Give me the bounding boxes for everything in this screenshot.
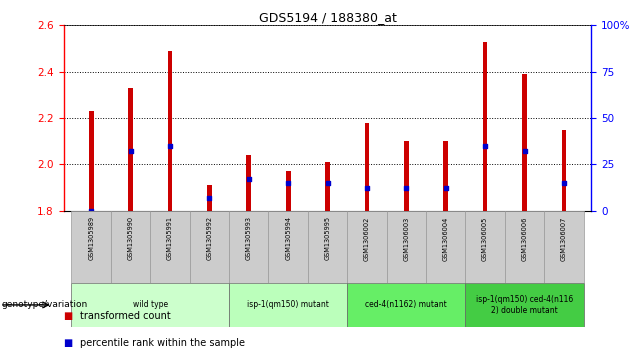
Bar (150, 211, 190, 283)
Bar (268, 211, 308, 283)
Point (204, 195, 214, 200)
Point (244, 176, 254, 182)
Bar (207, 185, 212, 211)
Bar (71, 211, 111, 283)
Point (86, 208, 96, 213)
Bar (347, 211, 387, 283)
Text: GSM1305991: GSM1305991 (167, 216, 173, 260)
Bar (443, 141, 448, 211)
Bar (466, 211, 505, 283)
Text: GSM1306004: GSM1306004 (443, 216, 449, 261)
Point (125, 148, 135, 154)
Text: GSM1306005: GSM1306005 (482, 216, 488, 261)
Title: GDS5194 / 188380_at: GDS5194 / 188380_at (259, 11, 396, 24)
Text: GSM1305994: GSM1305994 (285, 216, 291, 261)
Text: ced-4(n1162) mutant: ced-4(n1162) mutant (366, 301, 447, 309)
Bar (89, 111, 93, 211)
Bar (286, 171, 291, 211)
Bar (229, 283, 347, 327)
Bar (466, 283, 584, 327)
Text: ■: ■ (64, 338, 73, 348)
Point (165, 143, 175, 148)
Point (401, 185, 411, 191)
Point (362, 185, 372, 191)
Bar (387, 211, 426, 283)
Text: GSM1306002: GSM1306002 (364, 216, 370, 261)
Bar (190, 211, 229, 283)
Text: GSM1305995: GSM1305995 (324, 216, 331, 261)
Bar (229, 211, 268, 283)
Bar (483, 42, 487, 211)
Text: GSM1306006: GSM1306006 (522, 216, 527, 261)
Bar (325, 162, 330, 211)
Bar (364, 123, 370, 211)
Bar (308, 211, 347, 283)
Text: GSM1305993: GSM1305993 (245, 216, 252, 260)
Bar (347, 283, 466, 327)
Bar (505, 211, 544, 283)
Text: transformed count: transformed count (80, 311, 170, 321)
Text: GSM1306003: GSM1306003 (403, 216, 410, 261)
Bar (111, 211, 150, 283)
Text: GSM1305992: GSM1305992 (206, 216, 212, 261)
Text: ■: ■ (64, 311, 73, 321)
Text: isp-1(qm150) mutant: isp-1(qm150) mutant (247, 301, 329, 309)
Bar (71, 283, 229, 327)
Bar (522, 74, 527, 211)
Bar (168, 51, 172, 211)
Bar (246, 155, 251, 211)
Bar (128, 88, 133, 211)
Bar (426, 211, 466, 283)
Point (520, 148, 530, 154)
Text: GSM1306007: GSM1306007 (561, 216, 567, 261)
Text: isp-1(qm150) ced-4(n116
2) double mutant: isp-1(qm150) ced-4(n116 2) double mutant (476, 295, 573, 315)
Point (559, 180, 569, 185)
Point (322, 180, 333, 185)
Point (441, 185, 451, 191)
Bar (404, 141, 409, 211)
Point (283, 180, 293, 185)
Bar (562, 130, 566, 211)
Text: GSM1305990: GSM1305990 (128, 216, 134, 261)
Text: wild type: wild type (133, 301, 168, 309)
Point (480, 143, 490, 148)
Bar (544, 211, 584, 283)
Text: percentile rank within the sample: percentile rank within the sample (80, 338, 244, 348)
Text: GSM1305989: GSM1305989 (88, 216, 94, 261)
Text: genotype/variation: genotype/variation (1, 301, 88, 309)
